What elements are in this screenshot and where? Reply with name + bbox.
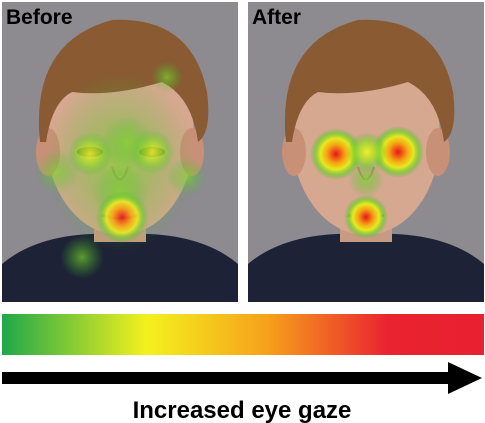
caption: Increased eye gaze <box>133 397 352 423</box>
arrow <box>2 362 482 394</box>
after-photo: After <box>246 0 485 304</box>
color-scale <box>2 314 484 355</box>
panel-label: Before <box>6 6 73 29</box>
panel-label: After <box>252 6 301 29</box>
before-photo: Before <box>0 0 240 304</box>
